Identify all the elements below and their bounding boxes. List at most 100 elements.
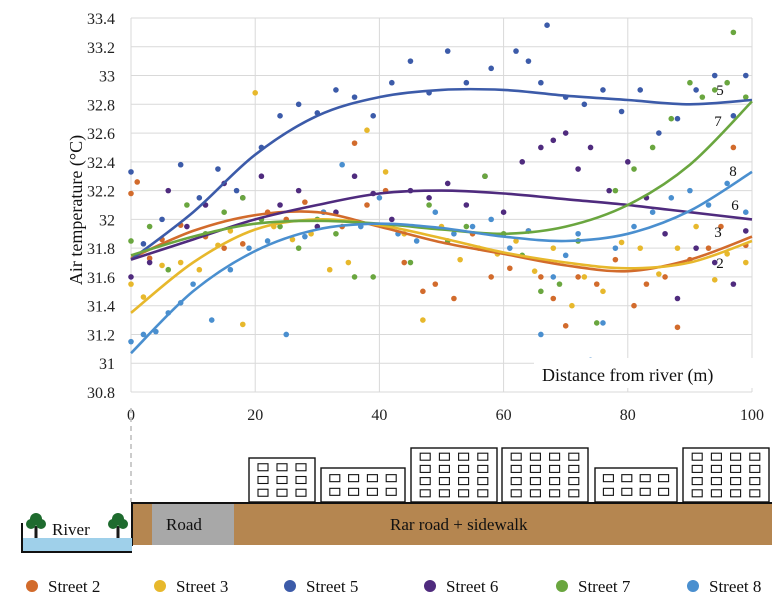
point-s6-20 <box>469 223 476 230</box>
y-tick-12: 33.2 <box>87 40 115 57</box>
point-s1-10 <box>302 199 308 205</box>
building-window <box>529 464 541 473</box>
curve-label-5: 5 <box>716 83 724 99</box>
building-window <box>568 489 580 498</box>
building-3 <box>410 447 498 503</box>
building-window <box>568 464 580 473</box>
point-s1-28 <box>593 281 600 287</box>
y-tick-10: 32.8 <box>87 97 115 114</box>
y-tick-11: 33 <box>99 69 115 86</box>
building-5 <box>594 467 678 503</box>
building-window <box>710 489 722 498</box>
point-s6-24 <box>538 331 544 338</box>
point-s2-22 <box>513 238 519 244</box>
building-window <box>730 489 742 498</box>
building-window <box>658 487 670 496</box>
curve-street-3 <box>130 218 753 314</box>
point-s3-20 <box>513 48 519 54</box>
point-s1-25 <box>550 295 557 302</box>
x-tick-labels: 0 20 40 60 80 100 <box>127 407 764 424</box>
building-window <box>510 489 522 498</box>
point-s3-34 <box>742 72 749 79</box>
building-window <box>276 488 288 497</box>
point-s5-35 <box>742 94 749 100</box>
grid-lines <box>130 17 753 393</box>
point-s6-31 <box>631 223 637 230</box>
y-tick-8: 32.4 <box>87 155 115 172</box>
building-window <box>749 489 761 498</box>
point-s5-33 <box>724 79 730 86</box>
building-window <box>658 474 670 483</box>
point-s5-31 <box>699 94 706 100</box>
point-s1-33 <box>674 324 681 331</box>
point-s2-7 <box>239 321 246 328</box>
point-s1-35 <box>705 245 712 251</box>
point-s3-30 <box>674 115 681 122</box>
point-s3-6 <box>233 187 240 194</box>
point-s4-18 <box>463 202 470 208</box>
point-s6-1 <box>140 331 147 338</box>
building-window <box>295 488 307 497</box>
point-s2-23 <box>531 268 538 274</box>
point-s4-23 <box>550 137 557 144</box>
point-s6-7 <box>227 266 234 273</box>
point-s1-24 <box>538 274 544 280</box>
xlabel-background <box>534 358 756 388</box>
curve-street-8 <box>130 170 753 355</box>
point-s4-9 <box>295 187 302 194</box>
point-s4-2 <box>165 187 172 194</box>
tree-trunk <box>116 526 120 538</box>
building-window <box>438 477 450 486</box>
point-s4-21 <box>519 159 526 165</box>
point-s5-5 <box>221 209 227 215</box>
point-s3-15 <box>407 58 414 64</box>
point-s3-18 <box>463 79 470 86</box>
point-s2-0 <box>128 281 134 287</box>
building-window <box>730 452 742 461</box>
point-s5-19 <box>482 173 488 180</box>
point-s2-30 <box>656 271 662 277</box>
point-s2-8 <box>252 90 258 96</box>
building-window <box>749 477 761 486</box>
building-window <box>438 464 450 473</box>
legend-swatch-5 <box>556 580 568 592</box>
tree-icons <box>26 513 128 538</box>
legend-label-4: Street 6 <box>446 577 498 596</box>
building-window <box>549 489 561 498</box>
point-s2-4 <box>196 266 203 273</box>
point-s4-12 <box>351 173 358 180</box>
building-window <box>510 477 522 486</box>
x-tick-3: 60 <box>496 407 512 424</box>
point-s5-12 <box>351 274 358 280</box>
point-s4-30 <box>662 230 668 237</box>
point-s5-34 <box>730 29 737 36</box>
point-s5-25 <box>593 320 600 326</box>
legend-label-1: Street 2 <box>48 577 100 596</box>
point-s3-23 <box>544 22 550 28</box>
point-s3-19 <box>488 65 494 72</box>
building-window <box>477 452 489 461</box>
building-window <box>710 464 722 473</box>
point-s3-22 <box>538 79 544 86</box>
building-window <box>477 489 489 498</box>
legend-label-6: Street 8 <box>709 577 761 596</box>
point-s4-35 <box>742 228 749 234</box>
building-window <box>438 452 450 461</box>
point-s4-16 <box>426 195 432 201</box>
x-axis-title: Distance from river (m) <box>542 365 713 386</box>
x-tick-4: 80 <box>620 407 636 424</box>
point-s2-35 <box>742 259 749 266</box>
point-s5-28 <box>649 144 656 151</box>
building-window <box>348 487 360 496</box>
building-window <box>602 474 614 483</box>
legend: Street 2 Street 3 Street 5 Street 6 Street 7… <box>26 577 761 596</box>
point-s5-8 <box>277 223 283 230</box>
point-s2-19 <box>457 256 463 263</box>
building-window <box>458 464 470 473</box>
point-s4-17 <box>444 180 451 187</box>
tree-icon-1 <box>108 513 128 538</box>
building-window <box>419 477 431 486</box>
legend-swatch-3 <box>284 580 296 592</box>
point-s3-3 <box>177 161 184 168</box>
y-tick-4: 31.6 <box>87 270 115 287</box>
